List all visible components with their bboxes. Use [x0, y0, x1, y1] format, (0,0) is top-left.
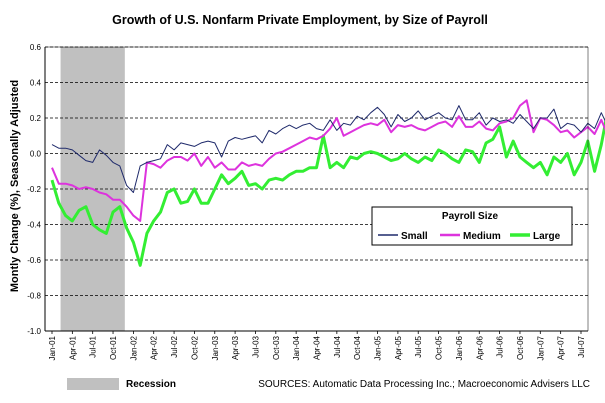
x-tick-label: Apr-04: [313, 335, 322, 360]
gridlines: [45, 46, 588, 296]
sources-note: SOURCES: Automatic Data Processing Inc.;…: [258, 379, 590, 390]
x-tick-label: Jan-07: [536, 335, 545, 360]
x-tick-label: Jul-05: [414, 335, 423, 357]
y-tick-labels: 0.6 0.4 0.2 0.0 -0.2 -0.4 -0.6 -0.8 -1.0: [27, 43, 41, 336]
y-tick-label: -0.8: [27, 292, 41, 301]
y-tick-label: -0.2: [27, 185, 41, 194]
x-tick-label: Jan-02: [129, 335, 138, 360]
x-tick-label: Jul-06: [496, 335, 505, 357]
x-tick-label: Oct-04: [353, 335, 362, 360]
x-tick-label: Jul-04: [333, 335, 342, 357]
x-tick-label: Apr-05: [394, 335, 403, 360]
x-tick-label: Oct-03: [272, 335, 281, 360]
y-tick-label: 0.2: [30, 114, 42, 123]
x-tick-label: Jan-05: [374, 335, 383, 360]
legend-title: Payroll Size: [442, 211, 499, 222]
recession-legend-label: Recession: [126, 379, 176, 390]
x-tick-label: Oct-06: [516, 335, 525, 360]
x-tick-label: Oct-02: [190, 335, 199, 360]
recession-legend-swatch: [67, 378, 119, 390]
y-axis-label: Montly Change (%), Seasonally Adjusted: [9, 80, 21, 292]
x-tick-label: Jan-06: [455, 335, 464, 360]
x-tick-label: Oct-01: [109, 335, 118, 360]
y-tick-label: 0.0: [30, 150, 42, 159]
series-line-medium: [51, 99, 605, 222]
y-tick-label: 0.6: [30, 43, 42, 52]
axes: [44, 46, 589, 334]
series-line-small: [51, 105, 605, 193]
y-tick-label: -0.6: [27, 256, 41, 265]
x-tick-label: Apr-07: [557, 335, 566, 360]
series-line-large: [50, 117, 605, 267]
y-tick-label: 0.4: [30, 79, 42, 88]
legend-label-small: Small: [401, 231, 428, 242]
legend-label-large: Large: [533, 231, 561, 242]
x-tick-label: Jul-03: [251, 335, 260, 357]
legend-label-medium: Medium: [463, 231, 501, 242]
y-tick-label: -0.4: [27, 221, 41, 230]
chart-title: Growth of U.S. Nonfarm Private Employmen…: [112, 13, 488, 27]
x-tick-label: Jul-07: [577, 335, 586, 357]
x-tick-label: Apr-06: [475, 335, 484, 360]
x-tick-label: Jul-01: [89, 335, 98, 357]
x-tick-labels: Jan-01 Apr-01 Jul-01 Oct-01 Jan-02 Apr-02 Jul-…: [48, 335, 586, 360]
x-tick-label: Jan-01: [48, 335, 57, 360]
x-tick-label: Apr-03: [231, 335, 240, 360]
x-tick-label: Jul-02: [170, 335, 179, 357]
x-tick-label: Apr-01: [68, 335, 77, 360]
legend: Payroll Size Small Medium Large: [371, 206, 573, 246]
x-tick-label: Oct-05: [435, 335, 444, 360]
x-tick-label: Jan-03: [211, 335, 220, 360]
legend-items: Small Medium Large: [378, 231, 561, 242]
y-tick-label: -1.0: [27, 327, 41, 336]
series-layer: [50, 99, 605, 267]
x-tick-label: Apr-02: [150, 335, 159, 360]
footer: Recession SOURCES: Automatic Data Proces…: [67, 378, 590, 390]
x-tick-label: Jan-04: [292, 335, 301, 360]
legend-box: [371, 206, 573, 246]
